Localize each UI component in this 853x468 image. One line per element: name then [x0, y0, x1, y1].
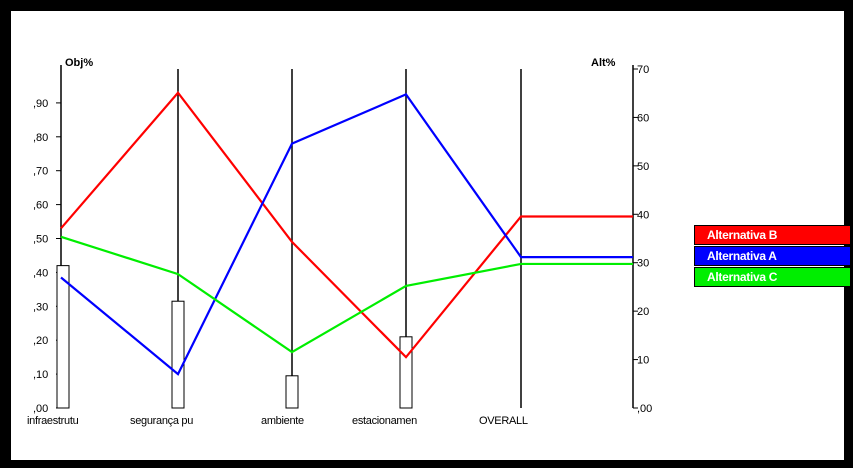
right-tick-label: 10 — [637, 355, 649, 367]
category-label: ambiente — [261, 415, 304, 427]
left-tick-label: ,10 — [33, 369, 48, 381]
legend-item-alternativa-a: Alternativa A — [694, 246, 851, 266]
left-tick-label: ,20 — [33, 335, 48, 347]
legend-item-alternativa-c: Alternativa C — [694, 267, 851, 287]
left-tick-label: ,30 — [33, 301, 48, 313]
left-tick-label: ,40 — [33, 267, 48, 279]
left-tick-label: ,80 — [33, 132, 48, 144]
chart-frame: ,00 ,10 ,20 ,30 ,40 ,50 ,60 ,70 ,80 ,90 ,00 10 20 30 4… — [11, 11, 851, 460]
left-tick-label: ,50 — [33, 234, 48, 246]
category-label: estacionamen — [352, 415, 417, 427]
right-tick-label: 60 — [637, 112, 649, 124]
category-label: infraestrutu — [27, 415, 79, 427]
right-tick-label: 30 — [637, 258, 649, 270]
chart-plot: ,00 ,10 ,20 ,30 ,40 ,50 ,60 ,70 ,80 ,90 ,00 10 20 30 4… — [27, 57, 652, 427]
right-tick-label: 70 — [637, 64, 649, 76]
bar-1 — [171, 300, 185, 409]
right-tick-label: 20 — [637, 306, 649, 318]
series-line-alternativa-c — [60, 235, 633, 354]
left-tick-label: ,00 — [33, 403, 48, 415]
bar-2 — [285, 375, 299, 409]
left-tick-label: ,70 — [33, 166, 48, 178]
category-label: OVERALL — [479, 415, 528, 427]
right-axis-label: Alt% — [591, 57, 616, 69]
legend-item-alternativa-b: Alternativa B — [694, 225, 851, 245]
category-label: segurança pu — [130, 415, 193, 427]
left-axis-label: Obj% — [65, 57, 93, 69]
bar-3 — [399, 336, 413, 409]
left-tick-label: ,90 — [33, 98, 48, 110]
right-tick-label: ,00 — [637, 403, 652, 415]
series-line-alternativa-b — [60, 90, 633, 359]
right-tick-label: 50 — [637, 161, 649, 173]
left-tick-label: ,60 — [33, 200, 48, 212]
bar-0 — [56, 265, 70, 409]
right-tick-label: 40 — [637, 209, 649, 221]
chart-legend: Alternativa B Alternativa A Alternativa … — [694, 225, 851, 288]
series-line-alternativa-a — [60, 93, 633, 376]
